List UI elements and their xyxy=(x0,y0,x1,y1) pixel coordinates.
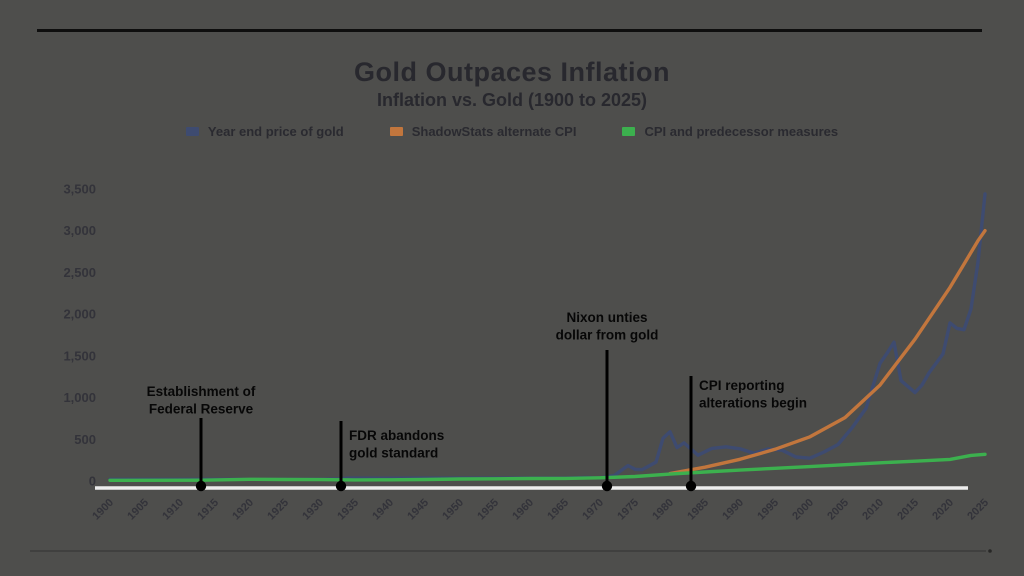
annotation-marker-3 xyxy=(685,480,697,492)
x-tick-label: 2010 xyxy=(860,497,886,523)
x-tick-label: 2020 xyxy=(930,497,956,523)
chart-subtitle: Inflation vs. Gold (1900 to 2025) xyxy=(376,90,648,110)
x-tick-label: 1985 xyxy=(685,497,711,523)
bottom-divider-end-dot xyxy=(988,549,992,553)
annotation-text-3: alterations begin xyxy=(699,396,807,411)
x-tick-label: 2000 xyxy=(790,497,816,523)
x-tick-label: 1915 xyxy=(195,497,221,523)
x-tick-label: 1940 xyxy=(370,497,396,523)
x-tick-label: 1930 xyxy=(300,497,326,523)
x-tick-label: 1975 xyxy=(615,497,641,523)
series-line-1 xyxy=(668,228,987,476)
annotation-marker-2 xyxy=(601,480,613,492)
chart-title: Gold Outpaces Inflation xyxy=(353,57,670,87)
annotation-text-1: gold standard xyxy=(349,446,438,461)
x-tick-label: 2025 xyxy=(965,497,991,523)
y-tick-label: 3,500 xyxy=(63,182,96,197)
y-tick-label: 2,500 xyxy=(63,265,96,280)
series-line-0 xyxy=(108,192,987,481)
annotation-text-2: Nixon unties xyxy=(566,310,647,325)
y-tick-label: 500 xyxy=(74,432,96,447)
legend-item-cpi: CPI and predecessor measures xyxy=(622,124,838,139)
x-tick-label: 1900 xyxy=(90,497,116,523)
x-tick-label: 1910 xyxy=(160,497,186,523)
x-tick-label: 1995 xyxy=(755,497,781,523)
y-tick-label: 3,000 xyxy=(63,223,96,238)
annotation-text-0: Establishment of xyxy=(147,384,256,399)
legend-label-cpi: CPI and predecessor measures xyxy=(644,124,839,139)
legend-label-gold: Year end price of gold xyxy=(207,124,344,139)
legend-swatch-shadowstats-icon xyxy=(389,127,403,136)
x-tick-label: 1960 xyxy=(510,497,536,523)
annotation-text-0: Federal Reserve xyxy=(149,402,254,417)
x-tick-label: 1950 xyxy=(440,497,466,523)
x-tick-label: 1990 xyxy=(720,497,746,523)
annotation-text-2: dollar from gold xyxy=(556,328,659,343)
x-tick-label: 2015 xyxy=(895,497,921,523)
legend-item-shadowstats: ShadowStats alternate CPI xyxy=(389,124,577,139)
x-tick-label: 1905 xyxy=(125,497,151,523)
annotation-marker-1 xyxy=(335,480,347,492)
x-tick-label: 1965 xyxy=(545,497,571,523)
x-tick-label: 1980 xyxy=(650,497,676,523)
top-divider-line xyxy=(37,29,982,32)
x-tick-label: 1970 xyxy=(580,497,606,523)
x-tick-label: 1920 xyxy=(230,497,256,523)
x-tick-label: 2005 xyxy=(825,497,851,523)
legend-item-gold: Year end price of gold xyxy=(185,124,344,139)
y-tick-label: 1,000 xyxy=(63,390,96,405)
x-tick-label: 1935 xyxy=(335,497,361,523)
legend-swatch-cpi-icon xyxy=(622,127,636,136)
chart-legend: Year end price of gold ShadowStats alter… xyxy=(0,124,1024,139)
y-tick-label: 1,500 xyxy=(63,348,96,363)
x-tick-label: 1955 xyxy=(475,497,501,523)
y-tick-label: 2,000 xyxy=(63,307,96,322)
legend-swatch-gold-icon xyxy=(185,127,199,136)
annotation-text-1: FDR abandons xyxy=(349,428,444,443)
x-tick-label: 1945 xyxy=(405,497,431,523)
legend-label-shadowstats: ShadowStats alternate CPI xyxy=(411,124,577,139)
annotation-text-3: CPI reporting xyxy=(699,378,785,393)
x-tick-label: 1925 xyxy=(265,497,291,523)
annotation-marker-0 xyxy=(195,480,207,492)
y-tick-label: 0 xyxy=(89,474,96,489)
series-line-2 xyxy=(108,452,987,482)
